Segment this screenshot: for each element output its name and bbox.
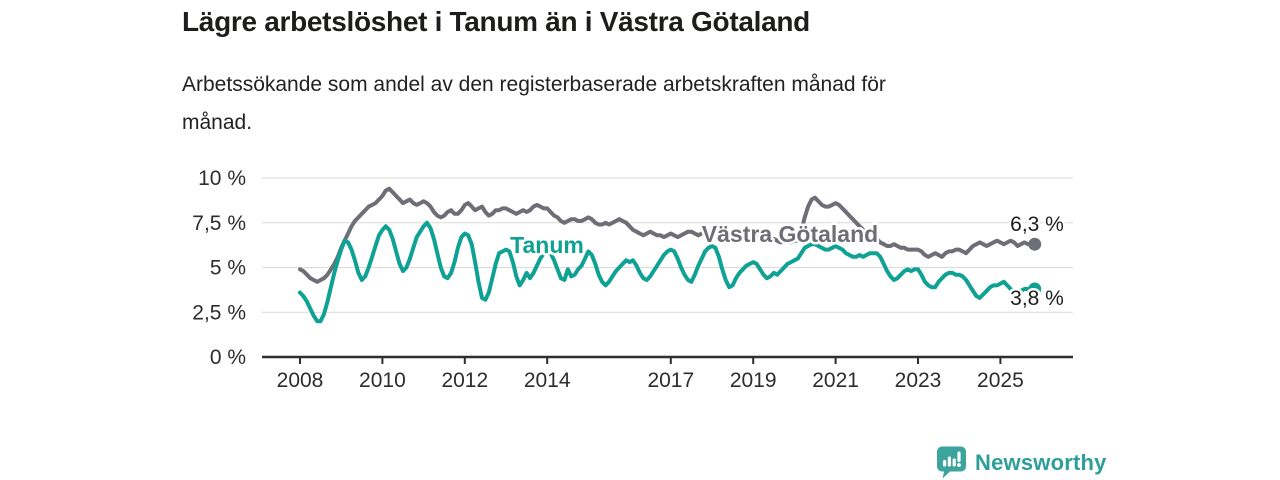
exclamation-dot xyxy=(957,463,961,467)
exclamation-stem xyxy=(957,451,961,462)
y-tick-label: 7,5 % xyxy=(192,212,246,235)
y-axis-labels: 0 % 2,5 % 5 % 7,5 % 10 % xyxy=(192,167,246,369)
y-tick-label: 2,5 % xyxy=(192,301,246,324)
chart-subtitle: Arbetssökande som andel av den registerb… xyxy=(182,66,886,142)
x-tick-label: 2008 xyxy=(277,369,324,392)
x-tick-label: 2023 xyxy=(895,369,942,392)
gridlines xyxy=(262,177,1073,313)
x-tick-label: 2019 xyxy=(730,369,777,392)
x-tick-label: 2014 xyxy=(524,369,571,392)
x-tick-label: 2010 xyxy=(359,369,406,392)
y-tick-label: 0 % xyxy=(210,346,246,369)
bar-2 xyxy=(947,456,951,467)
bar-1 xyxy=(943,460,947,467)
end-value-label-tanum: 3,8 % xyxy=(1010,287,1064,310)
series-label-tanum: Tanum xyxy=(510,232,584,258)
bar-chart-bubble-icon xyxy=(937,446,966,479)
x-tick-label: 2025 xyxy=(977,369,1024,392)
series-end-dot-tanum xyxy=(1028,282,1042,296)
series-end-dot-v-stra-g-taland xyxy=(1028,237,1042,251)
end-value-label-vastra-gotaland: 6,3 % xyxy=(1010,213,1064,236)
chart-subtitle-line-1: Arbetssökande som andel av den registerb… xyxy=(182,73,886,96)
series-lines xyxy=(298,186,1037,324)
chart-title: Lägre arbetslöshet i Tanum än i Västra G… xyxy=(182,6,810,37)
speech-bubble-shape xyxy=(937,446,966,479)
series-label-vastra-gotaland: Västra Götaland xyxy=(702,221,878,247)
x-tick-label: 2017 xyxy=(647,369,694,392)
series-line-v-stra-g-taland xyxy=(298,186,1037,284)
y-tick-label: 10 % xyxy=(198,167,246,190)
x-tick-label: 2021 xyxy=(812,369,859,392)
newsworthy-logo: Newsworthy xyxy=(936,446,1107,479)
bar-3 xyxy=(952,458,956,467)
newsworthy-wordmark: Newsworthy xyxy=(975,449,1107,475)
y-tick-label: 5 % xyxy=(210,257,246,280)
x-axis: 2008 2010 2012 2014 2017 2019 2021 2023 2025 xyxy=(262,355,1073,392)
chart-subtitle-line-2: månad. xyxy=(182,111,253,134)
series-end-dots xyxy=(1028,237,1042,296)
series-line-tanum xyxy=(298,220,1037,324)
x-tick-label: 2012 xyxy=(441,369,488,392)
